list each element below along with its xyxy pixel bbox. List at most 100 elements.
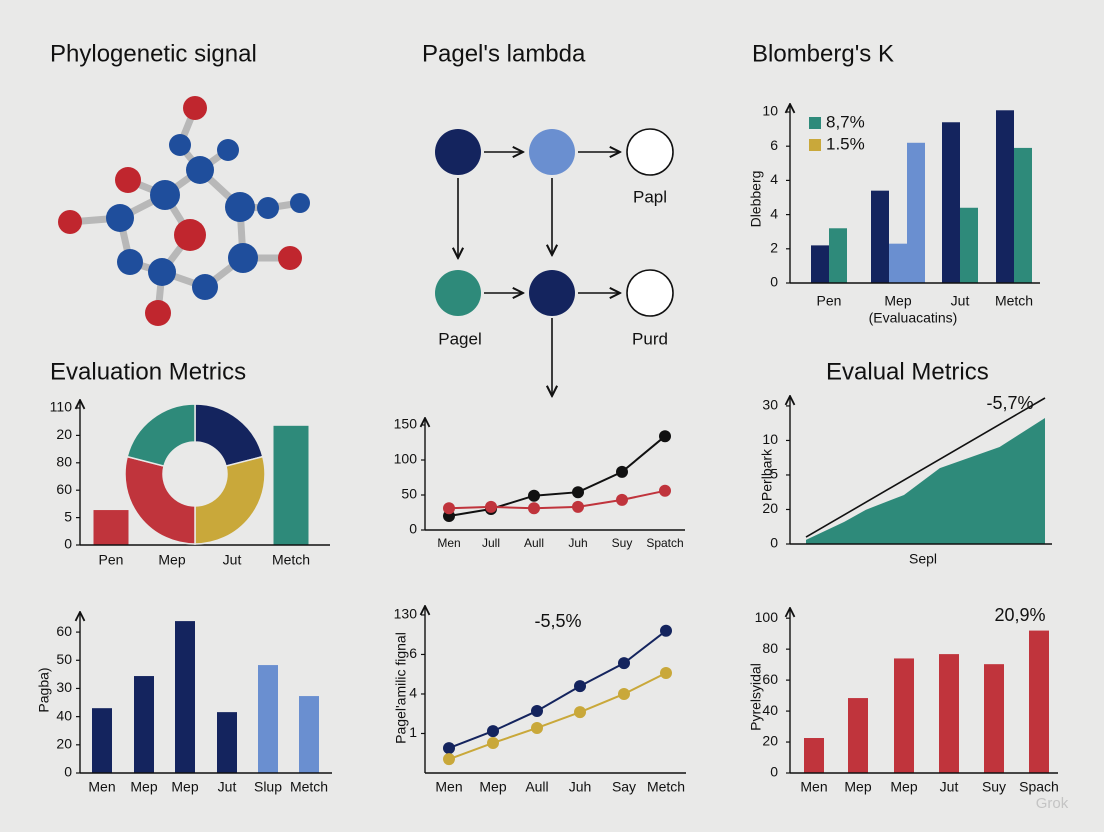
x-tick-label: Pen — [817, 293, 842, 309]
title: Blomberg's K — [752, 40, 894, 67]
point — [572, 500, 584, 513]
x-label: (Evaluacatins) — [869, 310, 958, 326]
x-tick-label: Pen — [99, 552, 124, 568]
y-tick-label: 50 — [56, 651, 72, 667]
bar — [299, 696, 319, 773]
bar — [996, 110, 1014, 283]
node-label: Papl — [633, 187, 667, 206]
bar — [811, 245, 829, 283]
y-tick-label: 4 — [409, 685, 417, 701]
x-tick-label: Aull — [525, 779, 548, 795]
y-tick-label: 80 — [56, 454, 72, 470]
y-tick-label: 60 — [56, 623, 72, 639]
annotation: 20,9% — [994, 605, 1045, 625]
point — [660, 624, 672, 637]
y-tick-label: 0 — [770, 535, 778, 551]
point — [660, 667, 672, 680]
bar — [175, 621, 195, 773]
x-tick-label: Men — [435, 779, 462, 795]
bar — [942, 122, 960, 283]
series-line — [448, 489, 666, 510]
pie-slice — [194, 403, 264, 467]
pie-slice — [124, 455, 196, 545]
bar — [1014, 147, 1032, 283]
y-tick-label: 2 — [770, 240, 778, 256]
trend-line — [805, 397, 1046, 538]
y-tick-label: 50 — [401, 486, 417, 502]
bar — [1029, 630, 1049, 773]
molecule-atoms — [58, 96, 310, 326]
y-tick-label: 20 — [762, 500, 778, 516]
heading: Pagel's lambda — [422, 40, 586, 67]
pie-slice — [194, 455, 266, 545]
x-label: Sepl — [909, 551, 937, 567]
bar — [217, 712, 237, 773]
x-tick-label: Say — [612, 779, 636, 795]
y-tick-label: 150 — [394, 416, 418, 432]
x-tick-label: Men — [88, 779, 115, 795]
point — [572, 486, 584, 499]
point — [443, 502, 455, 515]
y-tick-label: 5 — [64, 508, 72, 524]
area — [806, 418, 1045, 544]
x-tick-label: Spatch — [646, 536, 683, 550]
series-line — [448, 435, 666, 517]
point — [659, 484, 671, 497]
watermark: Grok — [1036, 795, 1069, 812]
y-tick-label: 40 — [56, 707, 72, 723]
y-tick-label: 130 — [394, 606, 418, 622]
title: Evalual Metrics — [826, 358, 989, 385]
point — [487, 725, 499, 738]
bar — [258, 665, 278, 773]
point — [659, 430, 671, 443]
legend-swatch — [809, 117, 821, 129]
x-tick-label: Mep — [171, 779, 198, 795]
y-tick-label: 20 — [762, 733, 778, 749]
y-tick-label: 4 — [770, 205, 778, 221]
x-tick-label: Jut — [218, 779, 237, 795]
y-tick-label: 20 — [56, 736, 72, 752]
node-label: Pagel — [438, 329, 481, 348]
y-tick-label: 0 — [770, 764, 778, 780]
x-tick-label: Metch — [647, 779, 685, 795]
bar — [92, 708, 112, 773]
y-tick-label: 4 — [770, 171, 778, 187]
bar — [848, 698, 868, 773]
x-tick-label: Men — [800, 779, 827, 795]
point — [618, 687, 630, 700]
y-tick-label: 80 — [762, 640, 778, 656]
y-tick-label: 40 — [762, 702, 778, 718]
y-tick-label: 0 — [64, 536, 72, 552]
series-line — [448, 672, 667, 761]
annotation: -5,5% — [534, 611, 581, 631]
y-tick-label: 60 — [762, 671, 778, 687]
bar — [889, 243, 907, 283]
y-label: Pagba) — [36, 667, 52, 712]
legend-label: 8,7% — [826, 112, 865, 131]
y-tick-label: 0 — [409, 521, 417, 537]
y-tick-label: 5 — [770, 466, 778, 482]
x-tick-label: Mep — [130, 779, 157, 795]
y-label: Pagel'amilic fignal — [393, 632, 409, 744]
y-tick-label: 10 — [762, 431, 778, 447]
title: Evaluation Metrics — [50, 358, 246, 385]
legend-swatch — [809, 139, 821, 151]
x-tick-label: Mep — [479, 779, 506, 795]
y-tick-label: 30 — [56, 679, 72, 695]
point — [528, 502, 540, 515]
diagram — [435, 128, 674, 396]
y-label: Pyrelsyidal — [748, 663, 764, 731]
bar — [804, 738, 824, 773]
x-tick-label: Suy — [982, 779, 1006, 795]
x-tick-label: Suy — [612, 536, 633, 550]
point — [487, 736, 499, 749]
point — [443, 753, 455, 766]
x-tick-label: Mep — [158, 552, 185, 568]
annotation: -5,7% — [986, 393, 1033, 413]
bar — [894, 658, 914, 773]
y-tick-label: 110 — [50, 399, 73, 415]
x-tick-label: Spach — [1019, 779, 1059, 795]
bar — [134, 676, 154, 773]
x-tick-label: Jut — [940, 779, 959, 795]
x-tick-label: Juh — [569, 779, 592, 795]
